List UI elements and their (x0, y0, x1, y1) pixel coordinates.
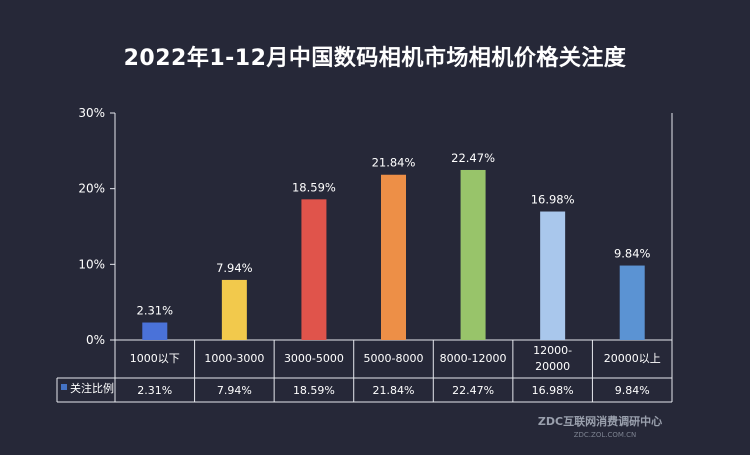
category-label: 3000-5000 (284, 352, 344, 365)
data-label: 9.84% (614, 247, 651, 261)
table-value: 16.98% (532, 384, 574, 397)
data-label: 21.84% (372, 156, 416, 170)
table-value: 21.84% (373, 384, 415, 397)
data-label: 2.31% (137, 304, 174, 318)
bars: 2.31% 7.94% 18.59% 21.84% 22.47% 16.98% 9.84% (137, 151, 651, 340)
data-table: 1000以下 2.31% 1000-3000 7.94% 3000-5000 18.59%… (61, 344, 661, 397)
table-value: 18.59% (293, 384, 335, 397)
category-label: 8000-12000 (440, 352, 507, 365)
series-name: 关注比例 (70, 381, 114, 395)
chart-title: 2022年1-12月中国数码相机市场相机价格关注度 (123, 46, 627, 71)
category-label: 12000- (533, 344, 572, 357)
data-label: 16.98% (531, 193, 575, 207)
bar (381, 174, 406, 340)
table-value: 22.47% (452, 384, 494, 397)
watermark-text: ZDC互联网消费调研中心 (538, 414, 662, 428)
bar (619, 265, 645, 340)
bar (460, 169, 486, 340)
y-tick-label: 20% (78, 182, 105, 196)
watermark: ZDC互联网消费调研中心 ZDC.ZOL.COM.CN (538, 414, 662, 439)
watermark-url: ZDC.ZOL.COM.CN (574, 431, 637, 439)
table-value: 7.94% (217, 384, 252, 397)
bar (540, 211, 566, 340)
y-tick-label: 10% (78, 257, 105, 271)
data-label: 7.94% (216, 261, 253, 275)
category-label: 20000以上 (604, 352, 661, 365)
table-value: 9.84% (615, 384, 650, 397)
category-label: 1000以下 (130, 352, 180, 365)
legend-swatch (61, 384, 67, 390)
bar (221, 279, 247, 340)
category-label: 1000-3000 (204, 352, 264, 365)
bar (142, 322, 168, 340)
data-label: 22.47% (451, 151, 495, 165)
table-value: 2.31% (137, 384, 172, 397)
y-tick-label: 0% (86, 333, 105, 347)
category-label: 5000-8000 (364, 352, 424, 365)
y-tick-label: 30% (78, 106, 105, 120)
data-label: 18.59% (292, 180, 336, 194)
category-label: 20000 (535, 360, 570, 373)
bar (301, 199, 327, 340)
